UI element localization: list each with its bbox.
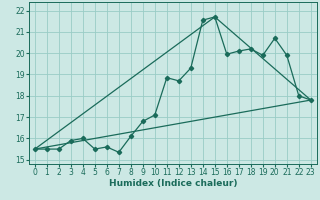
X-axis label: Humidex (Indice chaleur): Humidex (Indice chaleur)	[108, 179, 237, 188]
